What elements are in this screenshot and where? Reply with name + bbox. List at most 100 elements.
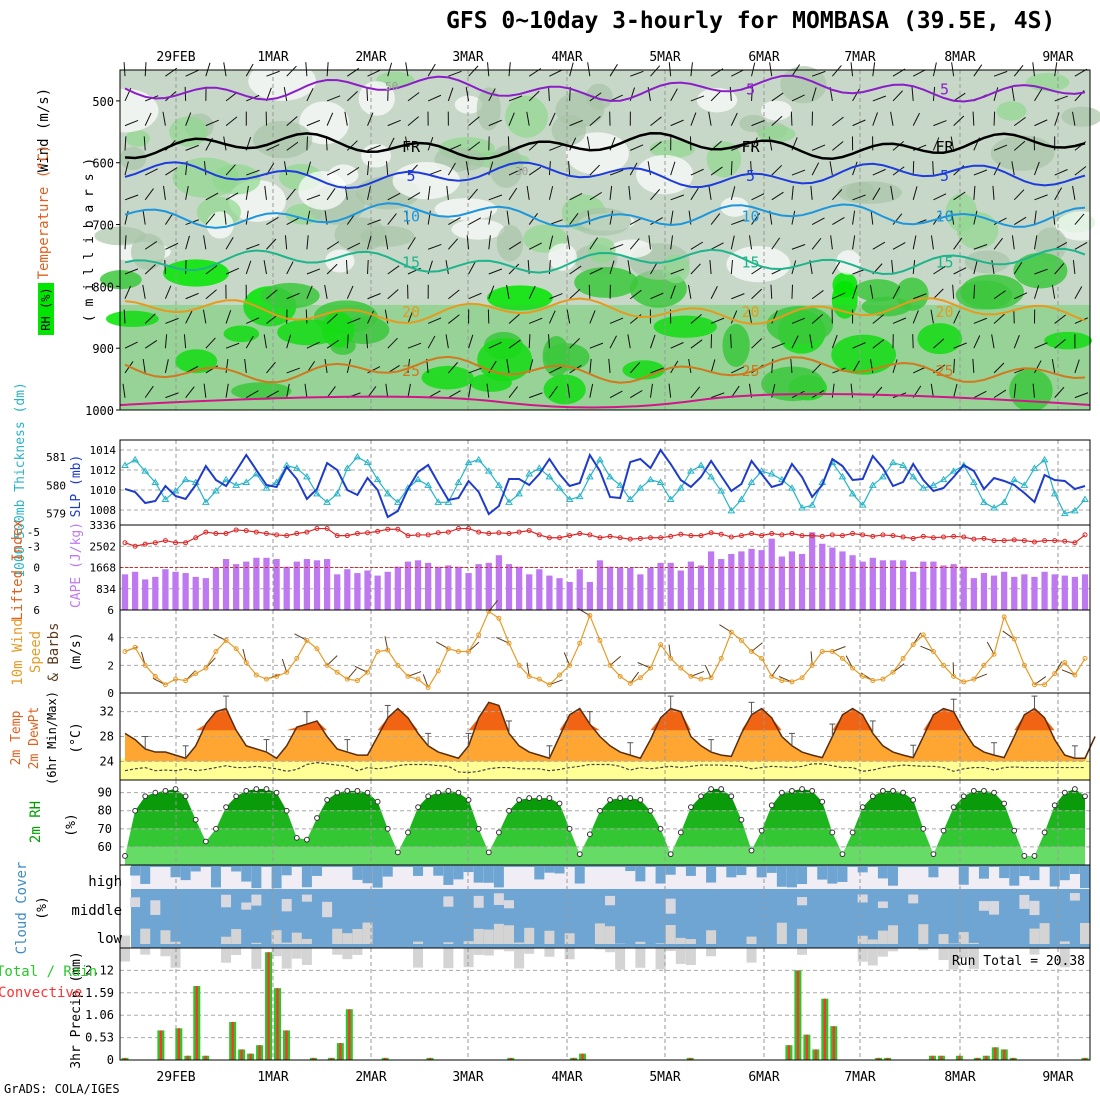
rh2m-tick-label: 60 — [98, 840, 112, 854]
thickness-marker — [333, 489, 342, 497]
wind-barb — [852, 119, 866, 127]
cloud-high-cell — [857, 867, 868, 873]
wind-barb — [165, 392, 179, 399]
wind10m-marker — [1042, 682, 1048, 688]
wind10m-marker — [688, 673, 694, 679]
wind-barb — [690, 263, 701, 275]
wind-barb — [1014, 292, 1028, 300]
thickness-marker — [596, 455, 604, 463]
date-label-bottom: 8MAR — [944, 1070, 975, 1085]
rh2m-marker — [213, 825, 219, 832]
wind-barb — [852, 360, 860, 374]
wind10m-marker — [647, 665, 653, 671]
wind-barb — [446, 185, 449, 200]
rh2m-marker — [384, 825, 391, 832]
wind-barb — [891, 260, 894, 275]
wind-barb — [508, 95, 523, 102]
wind10m-marker — [274, 673, 280, 679]
wind-barb — [346, 91, 358, 102]
precip-convective-bar — [428, 1057, 432, 1060]
wind-barb — [953, 191, 966, 201]
wind10m-marker — [122, 649, 128, 654]
wind-barb — [609, 169, 624, 176]
pressure-tick-label: 500 — [92, 95, 114, 109]
lifted-index-marker — [516, 529, 522, 535]
wind-barb — [1072, 185, 1076, 200]
cloud-low-cell — [1029, 928, 1040, 955]
wind-barb — [1054, 314, 1067, 324]
rh2m-marker — [597, 807, 603, 814]
rh2m-marker — [364, 789, 371, 796]
cape-bar — [748, 548, 755, 610]
wind-barb — [1074, 166, 1087, 176]
precip-convective-bar — [1003, 1049, 1006, 1060]
cloud-middle-cell — [1019, 894, 1030, 909]
wind-barb — [852, 161, 858, 176]
isotherm-label: 20 — [935, 303, 953, 321]
wind-barb — [768, 136, 773, 151]
wind-barb — [225, 116, 238, 127]
lifted-index-marker — [971, 536, 977, 542]
thickness-marker — [141, 467, 150, 474]
wind-barb — [1034, 342, 1048, 349]
wind-barb — [930, 309, 934, 324]
rh2m-marker — [506, 807, 512, 814]
wind10m-marker — [132, 644, 138, 650]
lifted-index-marker — [678, 531, 684, 537]
cape-bar — [1031, 576, 1038, 610]
thickness-marker — [495, 481, 503, 488]
wind-barb — [367, 293, 381, 300]
rh-blob — [248, 61, 317, 101]
wind-barb — [468, 217, 482, 225]
cloud-middle-cell — [281, 898, 292, 912]
wind10m-marker — [1021, 662, 1027, 668]
cape-bar — [1061, 575, 1068, 610]
wind-barb — [286, 261, 294, 275]
isotherm-label: 15 — [741, 254, 759, 272]
lifted-index-marker — [860, 532, 866, 538]
wind-barb — [932, 161, 934, 176]
cloud-high-cell — [817, 867, 828, 880]
wind-barb — [670, 268, 684, 275]
wind-barb — [650, 292, 664, 300]
wind-barb — [569, 193, 583, 201]
precip-convective-bar — [985, 1055, 988, 1060]
wind-barb — [124, 268, 139, 275]
cloud-high-cell — [130, 867, 141, 876]
wind-barb — [124, 194, 139, 201]
wind-barb — [751, 212, 761, 225]
cape-bar — [819, 543, 826, 610]
cloud-high-cell — [837, 867, 848, 882]
slp-line — [124, 448, 1086, 519]
wind-barb — [306, 161, 312, 176]
cloud-high-cell — [534, 867, 545, 880]
temp-line — [124, 701, 1096, 760]
wind-barb — [953, 342, 967, 349]
thickness-marker — [980, 498, 988, 505]
cloud-high-cell — [231, 867, 242, 872]
rh2m-marker — [1051, 802, 1058, 809]
isotherm-line — [124, 74, 1086, 103]
cape-bar — [899, 560, 907, 610]
wind-barb — [932, 137, 940, 151]
rh-blob — [505, 95, 548, 138]
wind-barb — [872, 187, 881, 201]
wind-barb — [913, 293, 927, 300]
rh2m-marker — [718, 786, 725, 792]
rh2m-band — [125, 846, 1085, 865]
wind-barb — [973, 260, 978, 275]
wind-barb — [609, 210, 614, 225]
wind-barb — [387, 265, 400, 275]
cloud-low-cell — [706, 930, 717, 957]
lifted-index-tick-label: 3 — [33, 583, 40, 596]
wind-barb — [427, 317, 442, 324]
wind-barb — [165, 317, 179, 324]
wind-barb — [185, 144, 199, 151]
cloud-high-cell — [685, 867, 696, 876]
wind-barb — [488, 285, 495, 299]
cape-bar — [869, 557, 876, 610]
wind10m-tick-label: 6 — [107, 604, 114, 617]
wind-barb — [488, 210, 492, 225]
wind-axis-label: Wind (m/s) — [36, 88, 52, 172]
rh-blob — [277, 319, 340, 346]
